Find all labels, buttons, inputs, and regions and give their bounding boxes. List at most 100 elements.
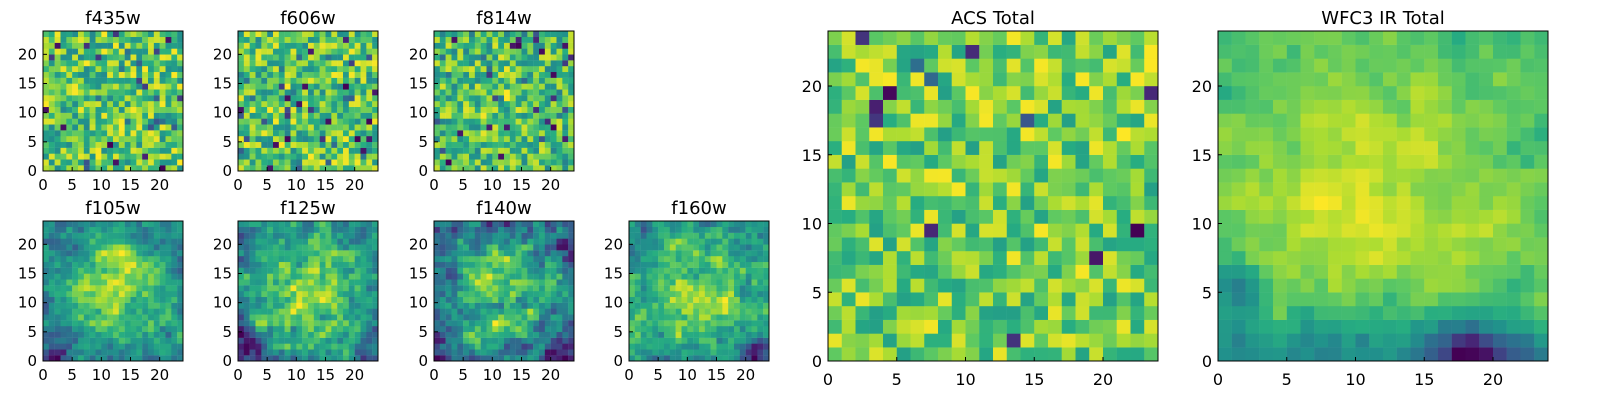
heatmap-cell	[43, 48, 50, 55]
heatmap-cell	[1245, 292, 1260, 307]
heatmap-cell	[159, 71, 166, 78]
heatmap-cell	[165, 66, 172, 73]
heatmap-cell	[343, 48, 350, 55]
heatmap-cell	[739, 343, 746, 350]
heatmap-cell	[43, 153, 50, 160]
heatmap-cell	[148, 95, 155, 102]
heatmap-cell	[302, 71, 309, 78]
heatmap-cell	[284, 355, 291, 362]
heatmap-cell	[48, 77, 55, 84]
heatmap-cell	[343, 308, 350, 315]
heatmap-cell	[290, 159, 297, 166]
heatmap-cell	[72, 89, 79, 96]
heatmap-cell	[469, 118, 476, 125]
heatmap-cell	[492, 343, 499, 350]
heatmap-cell	[439, 291, 446, 298]
heatmap-cell	[255, 101, 262, 108]
heatmap-cell	[556, 71, 563, 78]
heatmap-cell	[451, 106, 458, 113]
heatmap-cell	[118, 141, 125, 148]
heatmap-cell	[704, 238, 711, 245]
heatmap-cell	[130, 118, 137, 125]
heatmap-cell	[1116, 196, 1131, 210]
heatmap-cell	[504, 232, 511, 239]
heatmap-cell	[1075, 31, 1090, 45]
heatmap-cell	[255, 159, 262, 166]
heatmap-cell	[107, 308, 114, 315]
heatmap-cell	[445, 36, 452, 43]
heatmap-cell	[1130, 251, 1145, 265]
heatmap-cell	[130, 337, 137, 344]
heatmap-cell	[463, 71, 470, 78]
heatmap-cell	[278, 244, 285, 251]
heatmap-cell	[924, 168, 939, 183]
heatmap-cell	[159, 31, 166, 38]
heatmap-cell	[284, 285, 291, 292]
heatmap-cell	[896, 99, 911, 114]
heatmap-cell	[136, 31, 143, 38]
heatmap-cell	[354, 267, 361, 274]
heatmap-cell	[1341, 251, 1356, 265]
heatmap-cell	[308, 302, 315, 309]
heatmap-cell	[763, 337, 770, 344]
heatmap-cell	[745, 355, 752, 362]
heatmap-cell	[101, 60, 108, 67]
heatmap-cell	[924, 141, 939, 155]
heatmap-cell	[142, 141, 149, 148]
heatmap-cell	[130, 106, 137, 113]
heatmap-cell	[828, 237, 842, 252]
heatmap-cell	[1103, 182, 1117, 197]
heatmap-cell	[568, 124, 575, 131]
heatmap-cell	[136, 314, 143, 321]
heatmap-cell	[118, 261, 125, 268]
heatmap-cell	[734, 238, 741, 245]
heatmap-cell	[1465, 333, 1480, 348]
heatmap-cell	[302, 256, 309, 263]
heatmap-cell	[445, 337, 452, 344]
heatmap-cell	[273, 226, 280, 233]
heatmap-cell	[640, 326, 647, 333]
heatmap-cell	[924, 44, 939, 59]
heatmap-cell	[101, 159, 108, 166]
heatmap-cell	[704, 273, 711, 280]
heatmap-cell	[325, 130, 332, 137]
heatmap-cell	[313, 343, 320, 350]
heatmap-cell	[319, 302, 326, 309]
heatmap-cell	[101, 136, 108, 143]
heatmap-cell	[66, 147, 73, 154]
heatmap-cell	[273, 267, 280, 274]
heatmap-cell	[238, 320, 245, 327]
heatmap-cell	[83, 71, 90, 78]
heatmap-cell	[910, 278, 925, 293]
heatmap-cell	[504, 36, 511, 43]
heatmap-cell	[78, 136, 85, 143]
heatmap-cell	[354, 54, 361, 61]
heatmap-cell	[95, 130, 102, 137]
heatmap-cell	[1034, 223, 1049, 238]
heatmap-cell	[562, 89, 569, 96]
heatmap-cell	[451, 54, 458, 61]
heatmap-cell	[979, 347, 994, 362]
heatmap-cell	[325, 36, 332, 43]
heatmap-cell	[521, 343, 528, 350]
heatmap-cell	[177, 48, 184, 55]
heatmap-cell	[634, 337, 641, 344]
heatmap-cell	[343, 302, 350, 309]
heatmap-cell	[278, 250, 285, 257]
heatmap-cell	[130, 159, 137, 166]
heatmap-cell	[568, 250, 575, 257]
heatmap-cell	[710, 250, 717, 257]
heatmap-cell	[1061, 31, 1076, 45]
heatmap-cell	[504, 261, 511, 268]
y-tick-label: 5	[418, 323, 428, 341]
heatmap-cell	[43, 343, 50, 350]
heatmap-cell	[331, 153, 338, 160]
heatmap-cell	[439, 320, 446, 327]
heatmap-cell	[1218, 306, 1232, 320]
heatmap-cell	[533, 60, 540, 67]
heatmap-cell	[457, 136, 464, 143]
heatmap-cell	[1231, 306, 1246, 320]
heatmap-cell	[1396, 347, 1411, 362]
heatmap-cell	[486, 95, 493, 102]
heatmap-cell	[1075, 278, 1090, 293]
